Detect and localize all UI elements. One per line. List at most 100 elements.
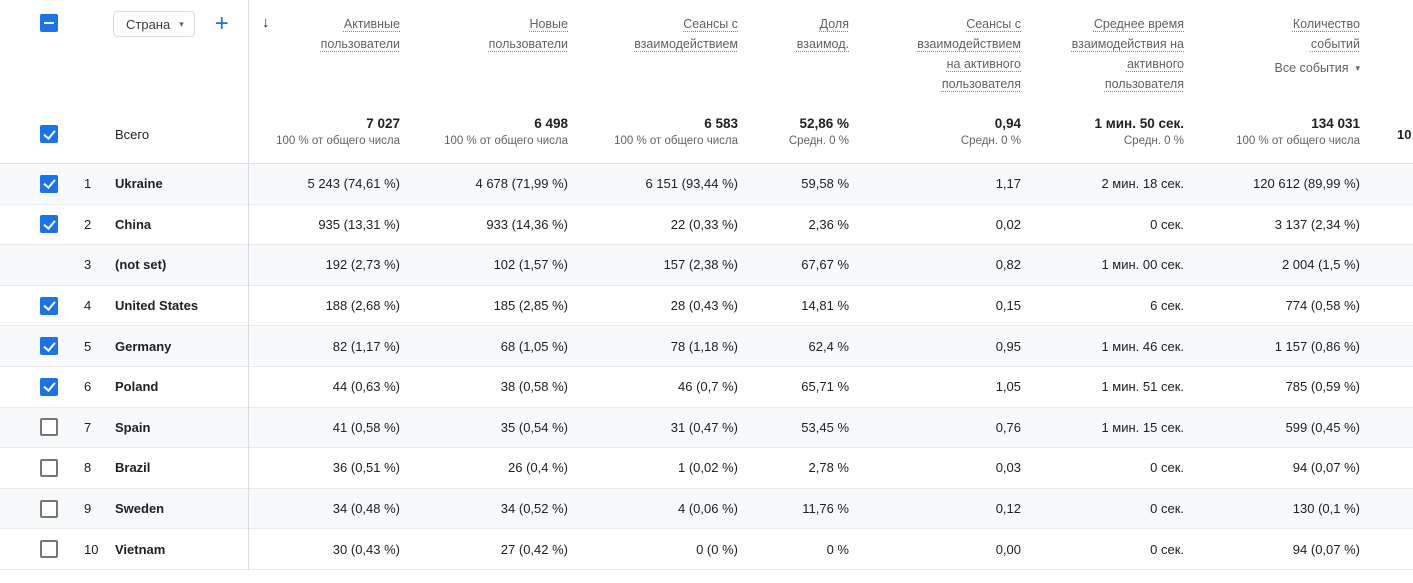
column-header-engaged-sessions-per-user: Сеансы с взаимодействием на активного по… [849, 0, 1021, 105]
select-all-checkbox[interactable] [40, 14, 58, 32]
column-header-label[interactable]: Активные пользователи [320, 17, 400, 51]
column-header-active-users: ↓ Активные пользователи [248, 0, 400, 105]
dimension-toolbar: Страна ▾ + [75, 0, 248, 105]
column-header-label[interactable]: Новые пользователи [488, 17, 568, 51]
metric-cell-engaged-sessions-per-user: 0,15 [995, 298, 1021, 314]
row-rank: 3 [84, 257, 92, 273]
row-checkbox[interactable] [40, 499, 58, 518]
row-country: Germany [115, 338, 172, 354]
metric-cell-engagement-rate: 0 % [826, 541, 849, 557]
row-rank: 9 [84, 501, 92, 517]
row-country: China [115, 216, 152, 232]
total-subtext: 100 % от общего числа [1236, 135, 1360, 147]
row-checkbox[interactable] [40, 296, 58, 315]
row-rank: 5 [84, 338, 92, 354]
table-row: 2 China 935 (13,31 %) 933 (14,36 %) 22 (… [0, 205, 1413, 246]
metric-cell-active-users: 36 (0,51 %) [332, 460, 400, 476]
row-checkbox[interactable] [40, 540, 58, 559]
column-header-label[interactable]: Среднее время взаимодействия на активног… [1071, 17, 1184, 91]
column-header-label[interactable]: Сеансы с взаимодействием на активного по… [917, 17, 1021, 91]
metric-cell-event-count: 3 137 (2,34 %) [1274, 216, 1360, 232]
metric-cell-event-count: 2 004 (1,5 %) [1281, 257, 1360, 273]
clipped-cell [1360, 448, 1413, 488]
metric-cell-new-users: 38 (0,58 %) [500, 379, 568, 395]
column-header-label[interactable]: Количество событий [1292, 17, 1360, 51]
row-checkbox[interactable] [40, 458, 58, 477]
sort-descending-icon[interactable]: ↓ [262, 14, 270, 31]
metric-cell-engaged-sessions: 6 151 (93,44 %) [645, 176, 738, 192]
clipped-next-column-value: 10 [1397, 126, 1412, 142]
metric-cell-engagement-rate: 2,78 % [808, 460, 849, 476]
totals-cell: 134 031 100 % от общего числа [1184, 105, 1360, 163]
metric-cell-engaged-sessions-per-user: 0,95 [995, 338, 1021, 354]
table-header-row: Страна ▾ + ↓ Активные пользователи Новые… [0, 0, 1413, 105]
metric-cell-new-users: 68 (1,05 %) [500, 338, 568, 354]
metric-cell-event-count: 774 (0,58 %) [1285, 298, 1360, 314]
metric-cell-avg-engagement-time: 6 сек. [1150, 298, 1184, 314]
metric-cell-avg-engagement-time: 0 сек. [1150, 216, 1184, 232]
metric-cell-engaged-sessions-per-user: 0,82 [995, 257, 1021, 273]
clipped-cell [1360, 245, 1413, 285]
metric-cell-avg-engagement-time: 1 мин. 46 сек. [1101, 338, 1184, 354]
metric-cell-avg-engagement-time: 1 мин. 51 сек. [1101, 379, 1184, 395]
table-row: 7 Spain 41 (0,58 %) 35 (0,54 %) 31 (0,47… [0, 407, 1413, 449]
row-rank: 10 [84, 541, 99, 557]
row-rank: 6 [84, 379, 92, 395]
column-header-avg-engagement-time: Среднее время взаимодействия на активног… [1021, 0, 1184, 105]
metric-cell-engaged-sessions: 46 (0,7 %) [678, 379, 738, 395]
totals-row: Всего 7 027 100 % от общего числа 6 498 … [0, 105, 1413, 164]
metric-cell-event-count: 130 (0,1 %) [1292, 501, 1360, 517]
metric-cell-new-users: 933 (14,36 %) [486, 216, 568, 232]
dimension-selector[interactable]: Страна ▾ [113, 11, 195, 37]
row-select-cell [0, 205, 75, 245]
total-value: 52,86 % [799, 116, 849, 131]
dimension-selector-label: Страна [126, 16, 171, 32]
select-all-cell [0, 0, 75, 105]
row-country: United States [115, 298, 199, 314]
totals-cell: 6 498 100 % от общего числа [400, 105, 568, 163]
totals-checkbox[interactable] [40, 125, 58, 143]
clipped-cell [1360, 529, 1413, 569]
metric-cell-event-count: 94 (0,07 %) [1292, 460, 1360, 476]
column-header-label[interactable]: Сеансы с взаимодействием [634, 17, 738, 51]
metric-cell-engaged-sessions: 28 (0,43 %) [670, 298, 738, 314]
add-dimension-button[interactable]: + [214, 10, 229, 37]
row-checkbox[interactable] [40, 215, 58, 234]
row-checkbox[interactable] [40, 174, 58, 193]
metric-cell-engaged-sessions-per-user: 0,03 [995, 460, 1021, 476]
metric-cell-engaged-sessions: 1 (0,02 %) [678, 460, 738, 476]
metric-cell-engaged-sessions: 0 (0 %) [696, 541, 738, 557]
metric-cell-active-users: 44 (0,63 %) [332, 379, 400, 395]
event-filter-label: Все события [1274, 61, 1349, 75]
metric-cell-active-users: 41 (0,58 %) [332, 419, 400, 435]
row-select-cell [0, 489, 75, 529]
row-select-cell [0, 529, 75, 569]
row-country: Sweden [115, 501, 165, 517]
table-row: 10 Vietnam 30 (0,43 %) 27 (0,42 %) 0 (0 … [0, 529, 1413, 570]
column-header-label[interactable]: Доля взаимод. [796, 17, 849, 51]
metric-cell-new-users: 35 (0,54 %) [500, 419, 568, 435]
total-subtext: 100 % от общего числа [614, 135, 738, 147]
row-rank: 7 [84, 419, 92, 435]
column-header-new-users: Новые пользователи [400, 0, 568, 105]
metric-cell-new-users: 26 (0,4 %) [508, 460, 568, 476]
metric-cell-engagement-rate: 53,45 % [801, 419, 849, 435]
row-checkbox[interactable] [40, 337, 58, 356]
total-value: 134 031 [1311, 116, 1360, 131]
metric-cell-active-users: 34 (0,48 %) [332, 501, 400, 517]
clipped-cell [1360, 164, 1413, 204]
total-subtext: 100 % от общего числа [444, 135, 568, 147]
metric-cell-new-users: 185 (2,85 %) [493, 298, 568, 314]
event-filter-dropdown[interactable]: Все события ▾ [1184, 58, 1360, 78]
metric-cell-active-users: 30 (0,43 %) [332, 541, 400, 557]
row-checkbox[interactable] [40, 418, 58, 437]
metric-cell-engaged-sessions-per-user: 1,17 [995, 176, 1021, 192]
metric-cell-engaged-sessions: 31 (0,47 %) [670, 419, 738, 435]
metric-cell-engaged-sessions-per-user: 1,05 [995, 379, 1021, 395]
metric-cell-engaged-sessions-per-user: 0,02 [995, 216, 1021, 232]
row-checkbox[interactable] [40, 377, 58, 396]
metric-cell-engagement-rate: 67,67 % [801, 257, 849, 273]
totals-cell: 6 583 100 % от общего числа [568, 105, 738, 163]
metric-cell-engaged-sessions-per-user: 0,12 [995, 501, 1021, 517]
